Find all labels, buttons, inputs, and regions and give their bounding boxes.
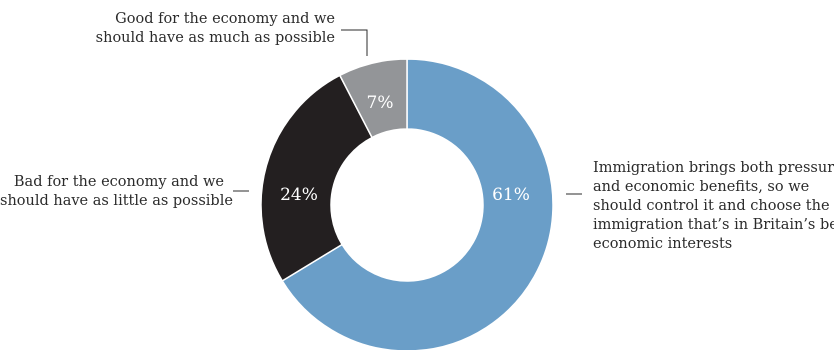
leader-lines <box>233 29 582 195</box>
slice-bad <box>260 74 374 282</box>
category-label-good: Good for the economy and we should have … <box>60 10 335 48</box>
category-label-immigration-line: should control it and choose the <box>593 198 830 214</box>
donut-slices <box>260 58 554 350</box>
category-label-bad-line: should have as little as possible <box>0 193 233 209</box>
value-labels: 61% 24% 7% <box>280 93 530 205</box>
leader-line-good <box>341 29 368 56</box>
slice-immigration <box>281 58 554 350</box>
slice-good <box>338 58 408 139</box>
category-label-bad: Bad for the economy and we should have a… <box>0 173 233 211</box>
category-label-bad-line: Bad for the economy and we <box>13 174 224 190</box>
category-label-immigration-line: Immigration brings both pressures <box>593 160 834 176</box>
category-label-immigration-line: economic interests <box>593 236 733 252</box>
category-label-immigration-line: and economic benefits, so we <box>593 179 810 195</box>
category-label-good-line: Good for the economy and we <box>115 11 335 27</box>
category-label-good-line: should have as much as possible <box>95 30 335 46</box>
value-label-bad: 24% <box>280 185 318 205</box>
value-label-good: 7% <box>367 93 394 113</box>
category-label-immigration: Immigration brings both pressures and ec… <box>593 159 834 254</box>
category-label-immigration-line: immigration that’s in Britain’s best <box>593 217 834 233</box>
value-label-imm: 61% <box>492 185 530 205</box>
